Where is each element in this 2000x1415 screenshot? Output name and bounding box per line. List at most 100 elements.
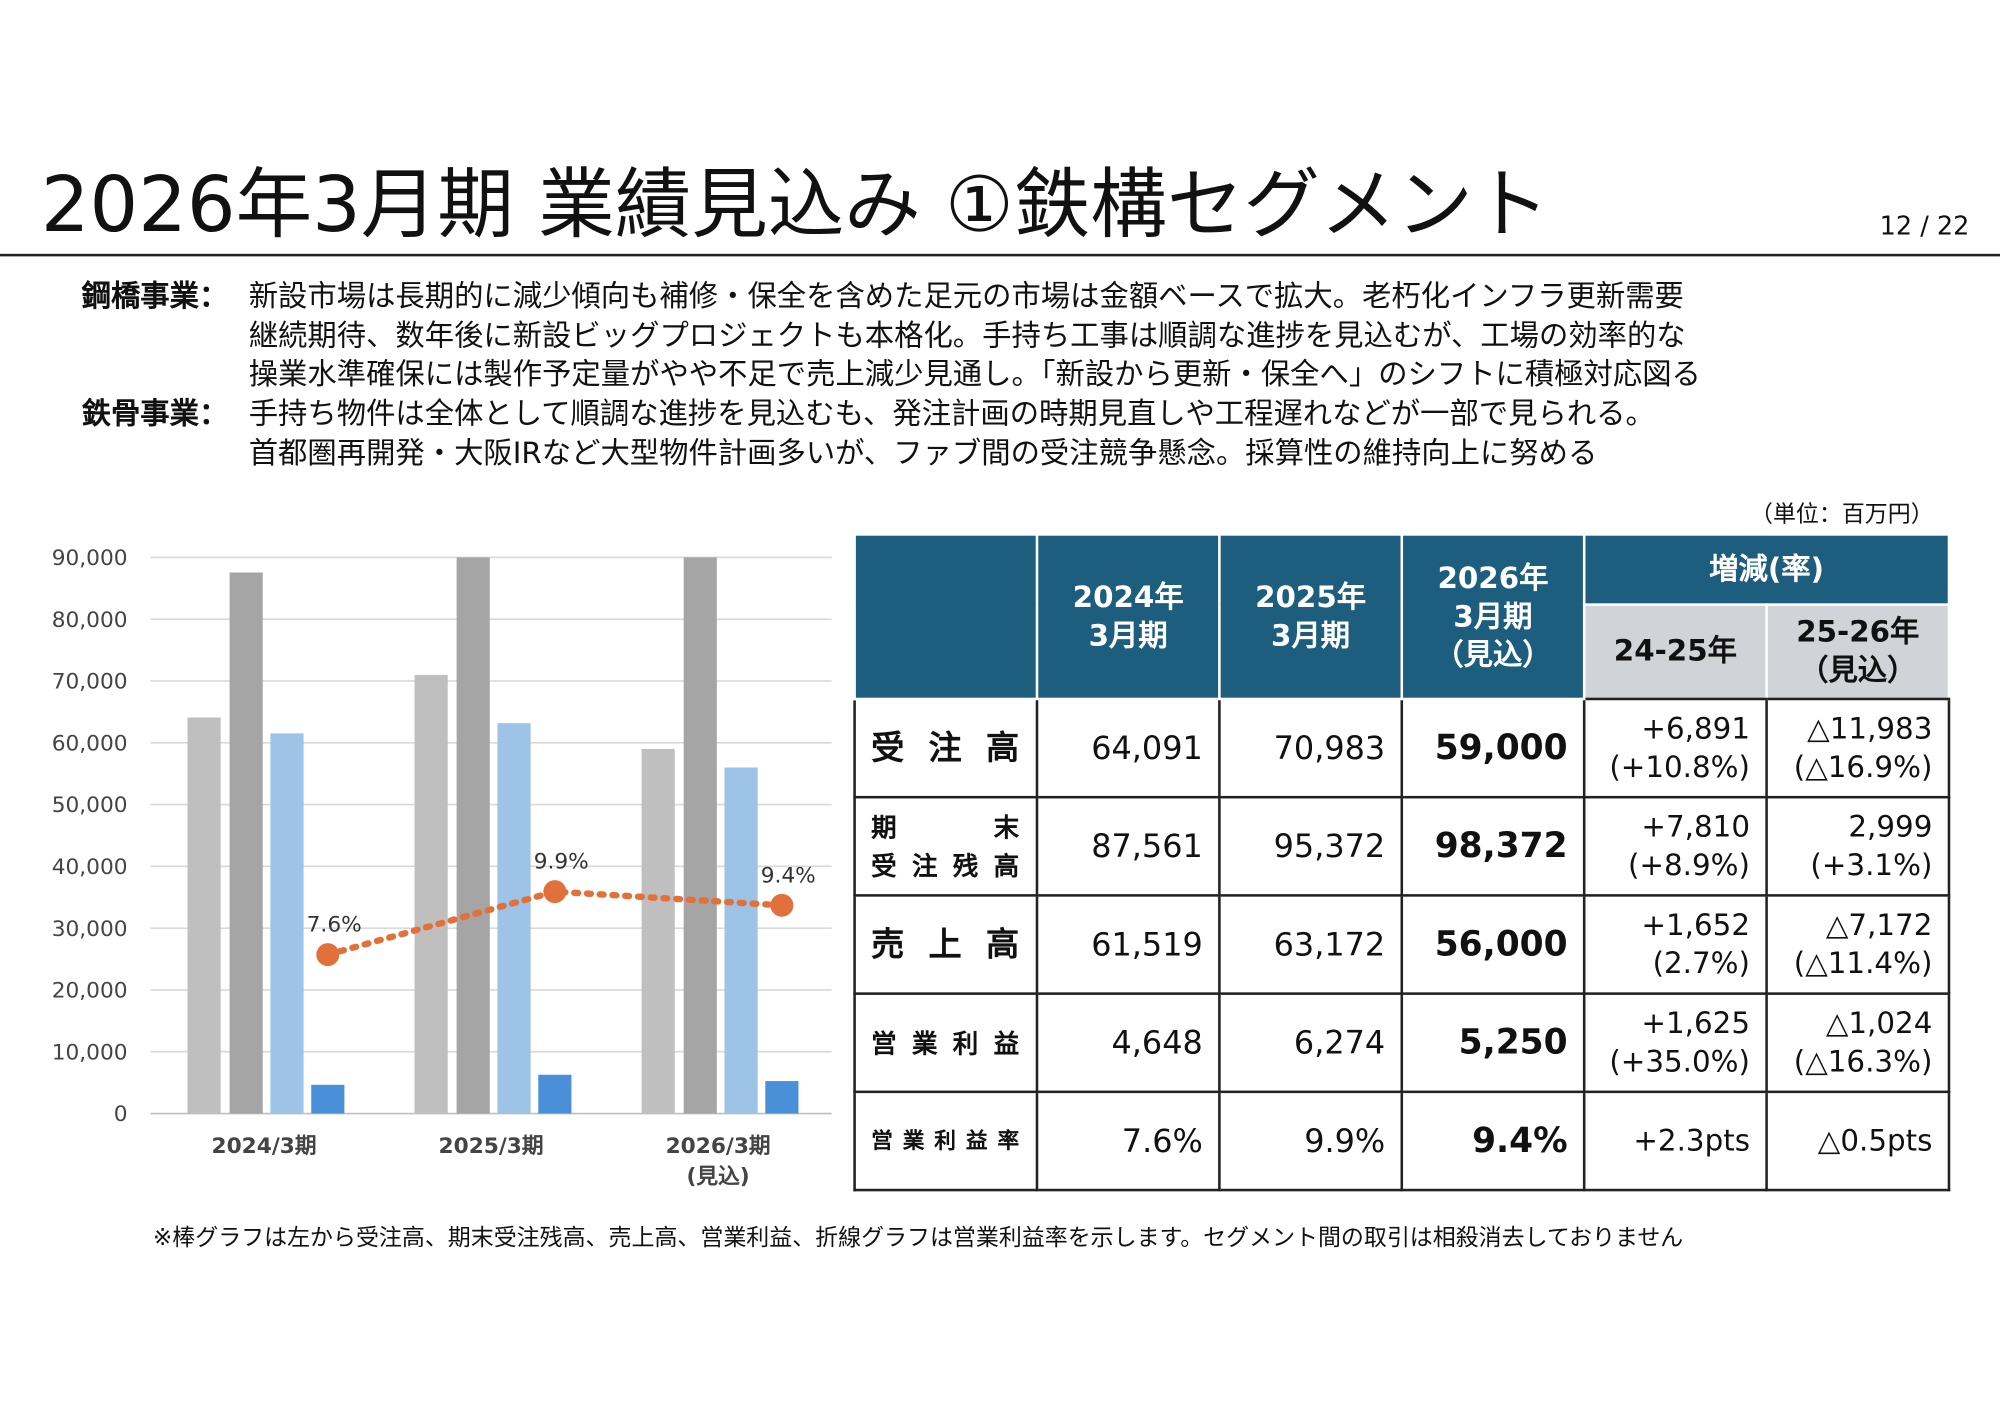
value-cell: 64,091 <box>1035 697 1221 799</box>
x-tick-label: 2026/3期 (見込) <box>665 1133 771 1191</box>
value-cell: 61,519 <box>1035 894 1221 995</box>
section: 鋼橋事業： 新設市場は長期的に減少傾向も補修・保全を含めた足元の市場は金額ベースで… <box>82 278 1701 395</box>
ratio-point <box>543 880 567 904</box>
data-label: 7.6% <box>307 913 362 938</box>
row-label-cell: 営業利益 <box>853 992 1039 1094</box>
row-label-cell: 売上高 <box>853 894 1039 995</box>
x-tick-label: 2025/3期 <box>438 1133 544 1160</box>
data-row: 受注高 64,091 70,983 59,000 +6,891 (+10.8%) △11,… <box>853 697 1951 799</box>
bar <box>414 674 448 1114</box>
value-cell: 98,372 <box>1400 795 1586 897</box>
corner-cell <box>853 533 1039 701</box>
y-tick-label: 90,000 <box>52 546 128 571</box>
bar <box>229 572 263 1114</box>
data-row: 期末 受注残高 87,561 95,372 98,372 +7,810 (+8.9%) 2… <box>853 795 1951 897</box>
change-cell: +2.3pts <box>1582 1090 1768 1192</box>
ratio-point <box>316 943 340 967</box>
text-line: 継続期待、数年後に新設ビッグプロジェクトも本格化。手持ち工事は順調な進捗を見込む… <box>248 319 1686 353</box>
row-label: 期末 受注残高 <box>871 811 1020 881</box>
y-tick-label: 20,000 <box>52 979 128 1004</box>
y-tick-label: 10,000 <box>52 1040 128 1065</box>
row-label: 売上高 <box>871 925 1020 964</box>
change-cell: △0.5pts <box>1765 1090 1951 1192</box>
data-row: 営業利益率 7.6% 9.9% 9.4% +2.3pts △0.5pts <box>853 1090 1951 1192</box>
value-cell: 56,000 <box>1400 894 1586 995</box>
bar <box>683 557 717 1114</box>
y-tick-label: 60,000 <box>52 731 128 756</box>
value-cell: 87,561 <box>1035 795 1221 897</box>
text-line: 首都圏再開発・大阪IRなど大型物件計画多いが、ファブ間の受注競争懸念。採算性の維… <box>248 437 1598 471</box>
unit-note: （単位：百万円） <box>1749 501 1934 529</box>
page-number: 12 / 22 <box>1879 210 1970 242</box>
y-tick-label: 30,000 <box>52 917 128 942</box>
change-cell: △1,024 (△16.3%) <box>1765 992 1951 1094</box>
row-label-cell: 受注高 <box>853 697 1039 799</box>
bars <box>187 557 799 1114</box>
value-cell: 6,274 <box>1218 992 1404 1094</box>
bar <box>270 733 304 1114</box>
change-cell: 2,999 (+3.1%) <box>1765 795 1951 897</box>
row-label-cell: 営業利益率 <box>853 1090 1039 1192</box>
value-cell: 4,648 <box>1035 992 1221 1094</box>
body-text: 鋼橋事業： 新設市場は長期的に減少傾向も補修・保全を含めた足元の市場は金額ベースで… <box>82 278 1701 474</box>
bar <box>641 748 675 1114</box>
header-row: 2024年 3月期 2025年 3月期 2026年 3月期 （見込） 増減(率) <box>853 533 1951 701</box>
value-cell: 70,983 <box>1218 697 1404 799</box>
bar <box>538 1074 572 1114</box>
section-lines: 手持ち物件は全体として順調な進捗を見込むも、発注計画の時期見直しや工程遅れなどが… <box>249 396 1655 474</box>
value-cell: 9.4% <box>1400 1090 1586 1192</box>
data-label: 9.9% <box>534 850 589 875</box>
value-cell: 9.9% <box>1218 1090 1404 1192</box>
title-rule <box>0 253 2000 257</box>
bar <box>724 767 758 1114</box>
text-line: 手持ち物件は全体として順調な進捗を見込むも、発注計画の時期見直しや工程遅れなどが… <box>248 398 1655 432</box>
value-cell: 59,000 <box>1400 697 1586 799</box>
bar <box>497 723 531 1114</box>
bar <box>187 717 221 1114</box>
section-label: 鋼橋事業： <box>81 280 229 314</box>
ratio-point <box>770 893 794 917</box>
change-header: 増減(率) <box>1582 533 1951 606</box>
data-row: 営業利益 4,648 6,274 5,250 +1,625 (+35.0%) △1,024… <box>853 992 1951 1094</box>
change-column-header: 25-26年 （見込） <box>1765 603 1951 701</box>
y-tick-label: 70,000 <box>52 670 128 695</box>
section-lines: 新設市場は長期的に減少傾向も補修・保全を含めた足元の市場は金額ベースで拡大。老朽… <box>249 278 1701 395</box>
data-row: 売上高 61,519 63,172 56,000 +1,652 (2.7%) △7,172… <box>853 894 1951 995</box>
bar <box>456 557 490 1114</box>
value-cell: 5,250 <box>1400 992 1586 1094</box>
column-header: 2024年 3月期 <box>1035 533 1221 701</box>
change-cell: △7,172 (△11.4%) <box>1765 894 1951 995</box>
y-tick-label: 80,000 <box>52 608 128 633</box>
data-label: 9.4% <box>761 863 816 888</box>
footnote: ※棒グラフは左から受注高、期末受注残高、売上高、営業利益、折線グラフは営業利益率… <box>153 1224 1684 1252</box>
row-label: 営業利益率 <box>871 1128 1020 1154</box>
value-cell: 63,172 <box>1218 894 1404 995</box>
bar <box>311 1084 345 1114</box>
section-label: 鉄骨事業： <box>81 398 229 432</box>
y-tick-label: 50,000 <box>52 793 128 818</box>
row-label: 受注高 <box>871 728 1020 768</box>
x-tick-label: 2024/3期 <box>211 1133 317 1160</box>
y-tick-label: 40,000 <box>52 855 128 880</box>
text-line: 操業水準確保には製作予定量がやや不足で売上減少見通し。「新設から更新・保全へ」の… <box>248 358 1701 393</box>
change-cell: +6,891 (+10.8%) <box>1582 697 1768 799</box>
results-table: 2024年 3月期 2025年 3月期 2026年 3月期 （見込） 増減(率) 24-… <box>853 533 1951 1192</box>
chart: 0 10,000 20,000 30,000 40,000 50,000 60,000 70,… <box>52 546 832 1127</box>
subheader-row: 24-25年 25-26年 （見込） <box>855 603 1951 701</box>
value-cell: 7.6% <box>1035 1090 1221 1192</box>
value-cell: 95,372 <box>1218 795 1404 897</box>
column-header: 2026年 3月期 （見込） <box>1400 533 1586 701</box>
change-column-header: 24-25年 <box>1582 603 1768 701</box>
change-cell: +1,625 (+35.0%) <box>1582 992 1768 1094</box>
change-cell: +1,652 (2.7%) <box>1582 894 1768 995</box>
bar <box>765 1081 799 1114</box>
text-line: 新設市場は長期的に減少傾向も補修・保全を含めた足元の市場は金額ベースで拡大。老朽… <box>248 280 1684 314</box>
y-tick-label: 0 <box>114 1102 128 1127</box>
change-cell: △11,983 (△16.9%) <box>1765 697 1951 799</box>
section: 鉄骨事業： 手持ち物件は全体として順調な進捗を見込むも、発注計画の時期見直しや工程… <box>82 396 1701 474</box>
row-label: 営業利益 <box>871 1027 1020 1059</box>
change-cell: +7,810 (+8.9%) <box>1582 795 1768 897</box>
row-label-cell: 期末 受注残高 <box>853 795 1039 897</box>
